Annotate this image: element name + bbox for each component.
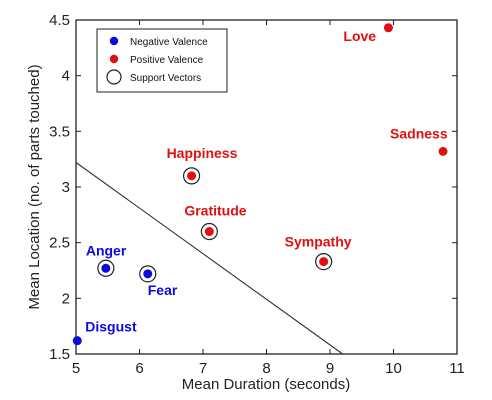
point-love <box>383 23 393 33</box>
point-sadness <box>438 146 448 156</box>
y-tick-label: 3.5 <box>49 123 70 140</box>
axis-ticks: 5 6 7 8 9 10 11 1.5 2 2.5 3 3.5 4 4.5 <box>49 12 465 377</box>
x-tick-label: 7 <box>199 360 207 377</box>
y-tick-label: 4.5 <box>49 12 70 29</box>
legend-support-vector-label: Support Vectors <box>130 73 201 84</box>
point-happiness <box>187 171 197 181</box>
point-label-sympathy: Sympathy <box>285 234 352 250</box>
y-axis-label: Mean Location (no. of parts touched) <box>26 64 43 309</box>
point-fear <box>143 269 153 279</box>
point-label-happiness: Happiness <box>167 145 238 161</box>
point-label-love: Love <box>343 28 376 44</box>
point-anger <box>101 263 111 273</box>
legend-support-vector-marker <box>106 69 122 85</box>
point-label-disgust: Disgust <box>85 319 137 335</box>
point-labels: Anger Fear Disgust Happiness Gratitude Sympat… <box>85 28 448 335</box>
x-axis-label: Mean Duration (seconds) <box>182 376 350 393</box>
x-tick-label: 8 <box>262 360 270 377</box>
point-disgust <box>72 336 82 346</box>
legend-positive-label: Positive Valence <box>130 55 204 66</box>
point-label-gratitude: Gratitude <box>184 203 246 219</box>
x-tick-label: 10 <box>385 360 402 377</box>
point-label-anger: Anger <box>86 242 127 258</box>
legend-negative-marker <box>109 36 119 46</box>
data-points <box>72 23 448 346</box>
x-tick-label: 9 <box>326 360 334 377</box>
y-tick-label: 2.5 <box>49 235 70 252</box>
x-tick-label: 6 <box>135 360 143 377</box>
y-tick-label: 4 <box>62 68 70 85</box>
point-gratitude <box>204 227 214 237</box>
x-tick-label: 11 <box>449 360 465 377</box>
decision-boundary-layer <box>75 162 344 355</box>
point-label-fear: Fear <box>148 282 178 298</box>
point-label-sadness: Sadness <box>390 125 448 141</box>
legend-negative-label: Negative Valence <box>130 37 208 48</box>
legend-positive-marker <box>109 54 119 64</box>
legend: Negative Valence Positive Valence Suppor… <box>96 28 228 93</box>
y-tick-label: 2 <box>62 290 70 307</box>
decision-boundary-line <box>75 162 344 355</box>
y-tick-label: 3 <box>62 179 70 196</box>
point-sympathy <box>319 257 329 267</box>
y-tick-label: 1.5 <box>49 346 70 363</box>
x-tick-label: 5 <box>72 360 80 377</box>
